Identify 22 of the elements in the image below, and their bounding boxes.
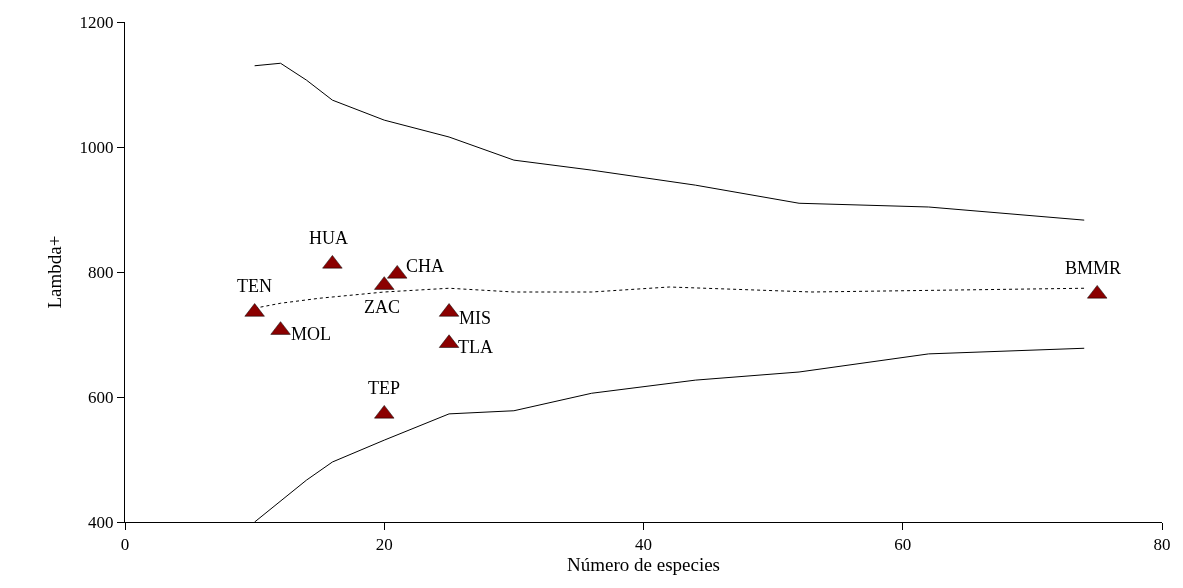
annotation: TEP xyxy=(368,378,401,398)
y-tick-label: 1200 xyxy=(79,12,114,32)
x-tick-label: 80 xyxy=(1153,535,1171,555)
line-series xyxy=(254,62,1085,221)
annotation: MIS xyxy=(459,308,492,328)
y-tick-label: 400 xyxy=(88,512,114,532)
x-tick-label: 60 xyxy=(894,535,912,555)
annotation: MOL xyxy=(291,324,331,344)
y-tick-label: 800 xyxy=(88,262,114,282)
x-tick-label: 40 xyxy=(635,535,652,555)
annotation: ZAC xyxy=(364,297,400,317)
annotation: CHA xyxy=(406,256,445,276)
x-axis-title: Número de especies xyxy=(567,554,720,576)
y-tick-label: 1000 xyxy=(79,137,114,157)
x-tick-label: 0 xyxy=(120,535,130,555)
annotation: TLA xyxy=(458,337,493,357)
x-tick-label: 20 xyxy=(375,535,393,555)
annotation: HUA xyxy=(309,228,348,248)
annotation: TEN xyxy=(237,276,272,296)
annotation: BMMR xyxy=(1065,258,1122,278)
y-axis-title: Lambda+ xyxy=(44,235,66,309)
y-tick-label: 600 xyxy=(88,387,114,407)
